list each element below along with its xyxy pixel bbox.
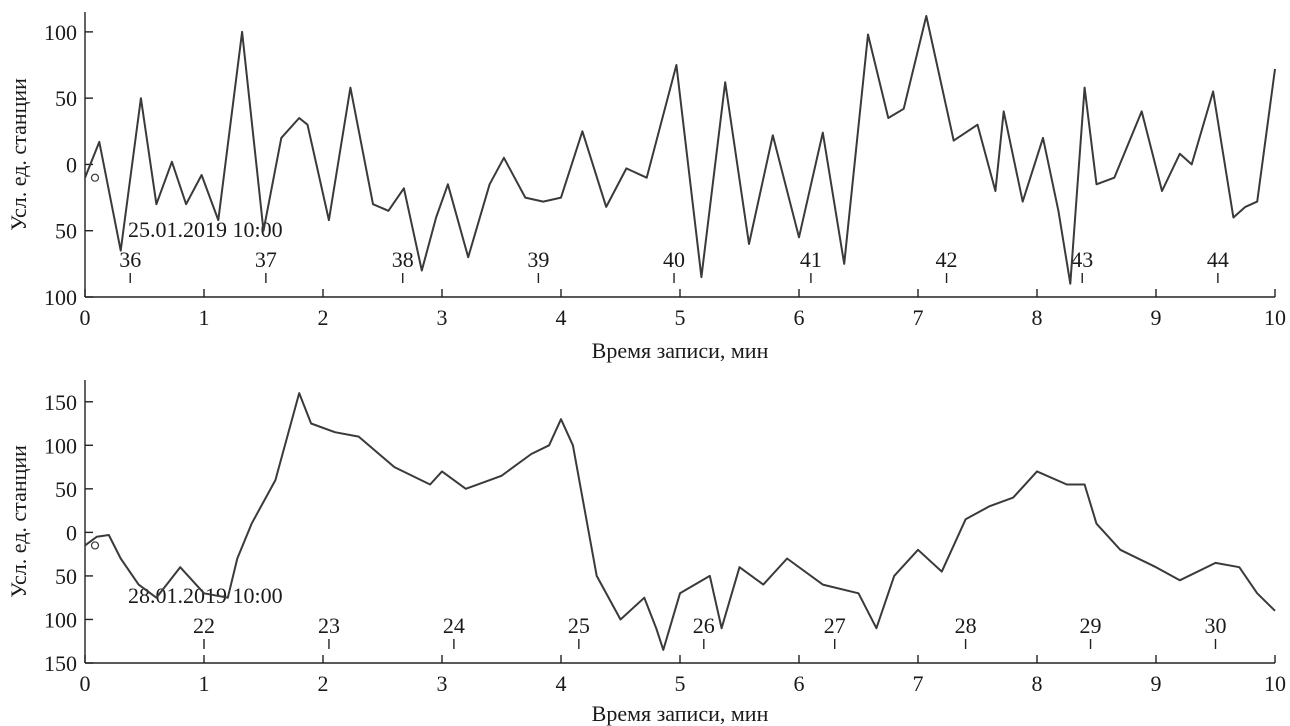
chart-0-x-tick-label: 0 (80, 305, 91, 330)
chart-1-x-tick-label: 9 (1151, 671, 1162, 696)
chart-1-minute-marker-label: 24 (443, 613, 465, 638)
chart-0-x-tick-label: 7 (913, 305, 924, 330)
chart-0-y-tick-label: 100 (44, 20, 77, 45)
chart-0-y-tick-label: 50 (55, 86, 77, 111)
chart-1-series-line (84, 392, 1276, 651)
chart-1-y-tick-label: 50 (55, 564, 77, 589)
chart-1-date-annotation: 28.01.2019 10:00 (128, 583, 283, 608)
chart-0-y-tick-label: 0 (66, 152, 77, 177)
chart-1-x-axis-title: Время записи, мин (592, 701, 769, 726)
chart-0-x-tick-label: 8 (1032, 305, 1043, 330)
chart-1-x-tick-label: 2 (318, 671, 329, 696)
chart-1-minute-marker-label: 28 (955, 613, 977, 638)
chart-1-minute-marker-label: 23 (318, 613, 340, 638)
chart-0-minute-marker-label: 38 (392, 247, 414, 272)
chart-0-y-axis-title: Усл. ед. станции (6, 78, 31, 231)
chart-0-x-tick-label: 5 (675, 305, 686, 330)
chart-1-x-tick-label: 3 (437, 671, 448, 696)
chart-1-y-tick-label: 0 (66, 520, 77, 545)
chart-1-x-tick-label: 6 (794, 671, 805, 696)
chart-1-minute-marker-label: 27 (824, 613, 846, 638)
chart-0-x-tick-label: 6 (794, 305, 805, 330)
chart-0-y-tick-label: 100 (44, 285, 77, 310)
chart-0-minute-marker-label: 37 (255, 247, 277, 272)
chart-0-x-tick-label: 10 (1264, 305, 1286, 330)
chart-0-x-tick-label: 9 (1151, 305, 1162, 330)
chart-1-y-tick-label: 150 (44, 651, 77, 676)
chart-0-minute-marker-label: 41 (800, 247, 822, 272)
chart-1-y-tick-label: 100 (44, 433, 77, 458)
chart-0-minute-marker-label: 44 (1207, 247, 1229, 272)
chart-0-x-axis-title: Время записи, мин (592, 338, 769, 363)
chart-1-minute-marker-label: 30 (1205, 613, 1227, 638)
chart-0-x-tick-label: 4 (556, 305, 567, 330)
chart-0-start-marker (90, 173, 100, 182)
chart-0-minute-marker-label: 42 (936, 247, 958, 272)
chart-0-y-tick-label: 50 (55, 219, 77, 244)
chart-0-x-tick-label: 3 (437, 305, 448, 330)
chart-0-date-annotation: 25.01.2019 10:00 (128, 217, 283, 242)
chart-top: 0 1 2 3 4 5 6 7 8 9 10 100 50 0 50 100 Время записи, мин… (6, 12, 1286, 363)
chart-1-x-tick-label: 0 (80, 671, 91, 696)
chart-1-minute-marker-label: 29 (1080, 613, 1102, 638)
chart-1-x-tick-label: 5 (675, 671, 686, 696)
chart-1-x-tick-label: 4 (556, 671, 567, 696)
chart-0-minute-marker-label: 36 (119, 247, 141, 272)
chart-1-y-tick-label: 50 (55, 477, 77, 502)
chart-1-x-tick-label: 1 (199, 671, 210, 696)
chart-1-x-tick-label: 10 (1264, 671, 1286, 696)
chart-0-x-tick-label: 1 (199, 305, 210, 330)
chart-0-minute-marker-label: 40 (663, 247, 685, 272)
chart-1-x-tick-label: 8 (1032, 671, 1043, 696)
chart-0-minute-marker-label: 39 (527, 247, 549, 272)
chart-0-series-line (84, 15, 1276, 285)
chart-1-minute-marker-label: 22 (193, 613, 215, 638)
chart-0-x-tick-label: 2 (318, 305, 329, 330)
chart-1-minute-marker-label: 26 (693, 613, 715, 638)
chart-1-y-axis-title: Усл. ед. станции (6, 445, 31, 598)
chart-1-minute-marker-label: 25 (568, 613, 590, 638)
chart-0-minute-marker-label: 43 (1071, 247, 1093, 272)
chart-1-y-tick-label: 100 (44, 607, 77, 632)
chart-1-start-marker (90, 541, 100, 550)
chart-1-x-tick-label: 7 (913, 671, 924, 696)
chart-1-y-tick-label: 150 (44, 390, 77, 415)
